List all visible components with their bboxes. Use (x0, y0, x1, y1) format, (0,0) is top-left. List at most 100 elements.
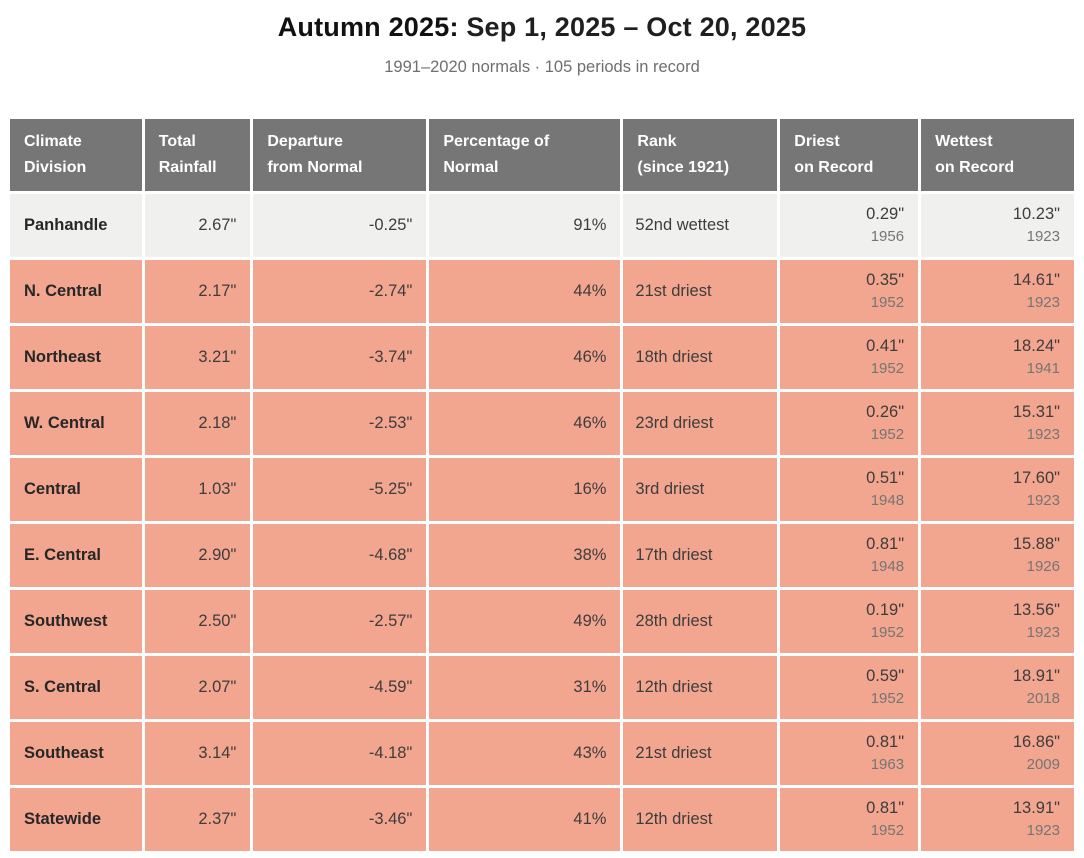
wettest-cell: 18.91" 2018 (921, 655, 1074, 719)
column-header-total-rainfall: Total Rainfall (144, 119, 251, 191)
departure-cell: -3.74" (253, 325, 427, 389)
rank-cell: 23rd driest (623, 391, 778, 455)
driest-year: 1952 (870, 690, 905, 708)
table-row-w-central: W. Central 2.18" -2.53" 46% 23rd driest … (10, 391, 1074, 455)
driest-year: 1963 (870, 756, 905, 774)
title-date-range: Sep 1, 2025 – Oct 20, 2025 (466, 12, 807, 42)
column-header-departure-from-normal: Departure from Normal (253, 119, 427, 191)
driest-value: 0.81" (866, 535, 905, 554)
column-header-rank: Rank (since 1921) (623, 119, 778, 191)
driest-cell: 0.59" 1952 (780, 655, 919, 719)
percentage-cell: 91% (429, 193, 621, 257)
column-header-percentage-of-normal: Percentage of Normal (429, 119, 621, 191)
wettest-value: 17.60" (1012, 469, 1060, 488)
rank-cell: 21st driest (623, 721, 778, 785)
wettest-cell: 13.91" 1923 (921, 787, 1074, 851)
wettest-cell: 14.61" 1923 (921, 259, 1074, 323)
rank-cell: 12th driest (623, 787, 778, 851)
total-rainfall-cell: 3.21" (144, 325, 251, 389)
wettest-year: 2018 (1026, 690, 1060, 708)
table-row-central: Central 1.03" -5.25" 16% 3rd driest 0.51… (10, 457, 1074, 521)
division-cell: W. Central (10, 391, 142, 455)
table-row-southwest: Southwest 2.50" -2.57" 49% 28th driest 0… (10, 589, 1074, 653)
departure-cell: -5.25" (253, 457, 427, 521)
wettest-year: 1923 (1026, 426, 1060, 444)
division-cell: Statewide (10, 787, 142, 851)
departure-cell: -2.57" (253, 589, 427, 653)
division-cell: Central (10, 457, 142, 521)
wettest-year: 1923 (1026, 624, 1060, 642)
division-cell: Panhandle (10, 193, 142, 257)
driest-cell: 0.81" 1952 (780, 787, 919, 851)
rank-cell: 18th driest (623, 325, 778, 389)
departure-cell: -4.59" (253, 655, 427, 719)
header-row: Climate Division Total Rainfall Departur… (10, 119, 1074, 191)
percentage-cell: 41% (429, 787, 621, 851)
percentage-cell: 46% (429, 325, 621, 389)
wettest-value: 18.24" (1012, 337, 1060, 356)
driest-value: 0.29" (866, 205, 905, 224)
driest-value: 0.59" (866, 667, 905, 686)
total-rainfall-cell: 2.90" (144, 523, 251, 587)
wettest-year: 1923 (1026, 228, 1060, 246)
driest-year: 1952 (870, 624, 905, 642)
departure-cell: -4.18" (253, 721, 427, 785)
table-row-n-central: N. Central 2.17" -2.74" 44% 21st driest … (10, 259, 1074, 323)
driest-year: 1952 (870, 822, 905, 840)
driest-cell: 0.41" 1952 (780, 325, 919, 389)
division-cell: E. Central (10, 523, 142, 587)
wettest-year: 1923 (1026, 492, 1060, 510)
subtitle: 1991–2020 normals · 105 periods in recor… (384, 58, 700, 77)
rank-cell: 3rd driest (623, 457, 778, 521)
percentage-cell: 38% (429, 523, 621, 587)
table-row-s-central: S. Central 2.07" -4.59" 31% 12th driest … (10, 655, 1074, 719)
division-cell: Southwest (10, 589, 142, 653)
wettest-value: 16.86" (1012, 733, 1060, 752)
driest-value: 0.35" (866, 271, 905, 290)
total-rainfall-cell: 1.03" (144, 457, 251, 521)
driest-cell: 0.19" 1952 (780, 589, 919, 653)
column-header-climate-division: Climate Division (10, 119, 142, 191)
table-row-southeast: Southeast 3.14" -4.18" 43% 21st driest 0… (10, 721, 1074, 785)
departure-cell: -3.46" (253, 787, 427, 851)
wettest-value: 15.88" (1012, 535, 1060, 554)
table-row-e-central: E. Central 2.90" -4.68" 38% 17th driest … (10, 523, 1074, 587)
rank-cell: 17th driest (623, 523, 778, 587)
driest-cell: 0.35" 1952 (780, 259, 919, 323)
wettest-year: 2009 (1026, 756, 1060, 774)
wettest-cell: 15.31" 1923 (921, 391, 1074, 455)
wettest-cell: 17.60" 1923 (921, 457, 1074, 521)
title-period: Autumn 2025: (277, 12, 459, 42)
percentage-cell: 46% (429, 391, 621, 455)
column-header-driest-on-record: Driest on Record (780, 119, 919, 191)
driest-value: 0.19" (866, 601, 905, 620)
table-row-northeast: Northeast 3.21" -3.74" 46% 18th driest 0… (10, 325, 1074, 389)
division-cell: N. Central (10, 259, 142, 323)
total-rainfall-cell: 2.07" (144, 655, 251, 719)
driest-cell: 0.81" 1948 (780, 523, 919, 587)
driest-cell: 0.51" 1948 (780, 457, 919, 521)
wettest-cell: 15.88" 1926 (921, 523, 1074, 587)
departure-cell: -0.25" (253, 193, 427, 257)
climate-division-table: Climate Division Total Rainfall Departur… (7, 116, 1077, 853)
wettest-year: 1923 (1026, 294, 1060, 312)
total-rainfall-cell: 2.50" (144, 589, 251, 653)
wettest-value: 10.23" (1012, 205, 1060, 224)
rank-cell: 52nd wettest (623, 193, 778, 257)
rank-cell: 28th driest (623, 589, 778, 653)
driest-value: 0.51" (866, 469, 905, 488)
driest-year: 1952 (870, 294, 905, 312)
division-cell: Northeast (10, 325, 142, 389)
driest-year: 1952 (870, 360, 905, 378)
departure-cell: -2.74" (253, 259, 427, 323)
wettest-value: 13.91" (1012, 799, 1060, 818)
rank-cell: 21st driest (623, 259, 778, 323)
wettest-value: 14.61" (1012, 271, 1060, 290)
total-rainfall-cell: 2.37" (144, 787, 251, 851)
wettest-value: 15.31" (1012, 403, 1060, 422)
driest-value: 0.81" (866, 799, 905, 818)
rank-cell: 12th driest (623, 655, 778, 719)
table-row-panhandle: Panhandle 2.67" -0.25" 91% 52nd wettest … (10, 193, 1074, 257)
wettest-year: 1923 (1026, 822, 1060, 840)
